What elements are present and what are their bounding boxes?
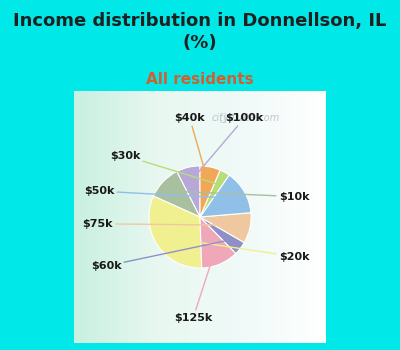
Text: $20k: $20k [172,238,309,261]
Text: $125k: $125k [174,254,214,323]
Text: city-Data.com: city-Data.com [211,113,280,123]
Wedge shape [200,217,236,268]
Text: ⓒ: ⓒ [219,113,226,123]
Wedge shape [154,172,200,217]
Text: $60k: $60k [91,240,227,271]
Wedge shape [200,175,251,217]
Wedge shape [200,166,220,217]
Text: Income distribution in Donnellson, IL
(%): Income distribution in Donnellson, IL (%… [13,12,387,52]
Text: $30k: $30k [110,151,216,183]
Text: $10k: $10k [176,191,309,202]
Text: $100k: $100k [193,113,263,178]
Wedge shape [200,213,251,243]
Text: All residents: All residents [146,72,254,87]
Wedge shape [177,166,200,217]
Text: $40k: $40k [174,113,207,178]
Text: $75k: $75k [82,219,234,229]
Text: $50k: $50k [84,186,230,198]
Wedge shape [200,170,229,217]
Wedge shape [149,196,202,268]
Wedge shape [200,217,244,253]
